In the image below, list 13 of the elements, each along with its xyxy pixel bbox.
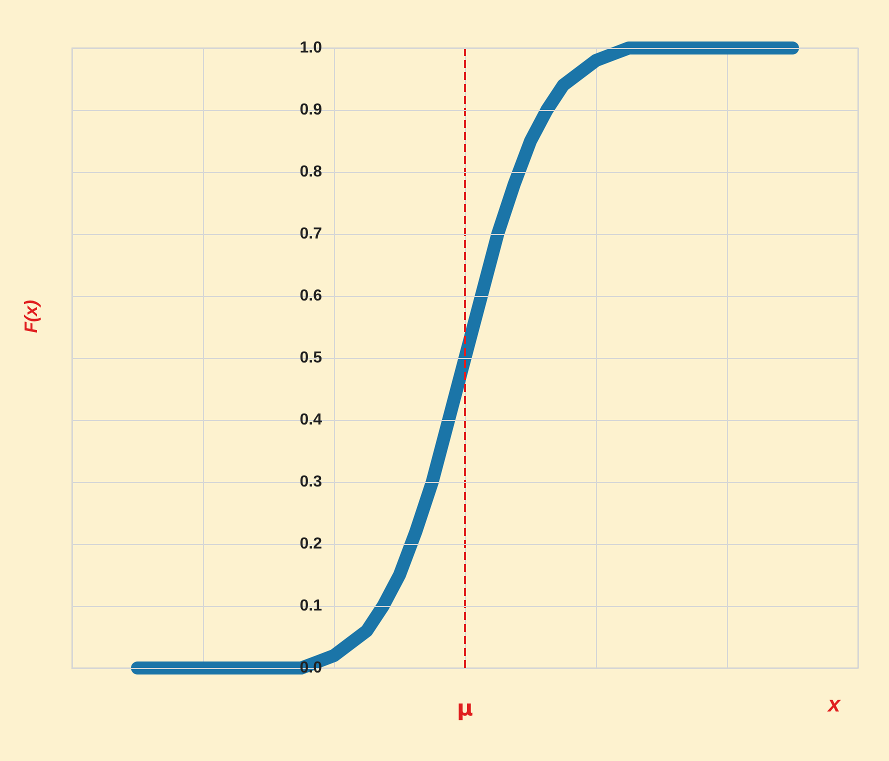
y-tick-label: 0.4 — [300, 412, 322, 428]
x-axis-title: x — [827, 692, 841, 716]
y-tick-label: 0.9 — [300, 102, 322, 118]
y-tick-label: 0.7 — [300, 226, 322, 242]
y-tick-label: 1.0 — [300, 40, 322, 56]
y-tick-label: 0.5 — [300, 350, 322, 366]
y-axis-title: F(x) — [21, 300, 41, 333]
text: μ — [456, 696, 474, 722]
y-tick-label: 0.3 — [300, 474, 322, 490]
y-tick-label: 0.2 — [300, 536, 322, 552]
y-tick-label: 0.6 — [300, 288, 322, 304]
y-tick-label: 0.1 — [300, 598, 322, 614]
y-tick-label: 0.8 — [300, 164, 322, 180]
